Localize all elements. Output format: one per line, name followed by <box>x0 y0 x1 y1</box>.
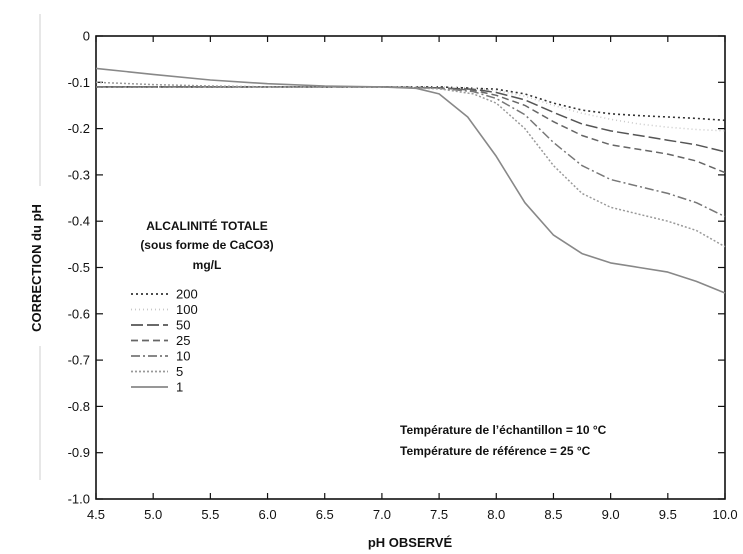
x-tick-label-6: 7.5 <box>430 507 448 522</box>
x-tick-label-4: 6.5 <box>316 507 334 522</box>
x-tick-label-5: 7.0 <box>373 507 391 522</box>
series-line-10 <box>96 86 726 218</box>
y-tick-label-8: -0.8 <box>68 399 90 414</box>
x-tick-label-3: 6.0 <box>259 507 277 522</box>
y-tick-label-3: -0.3 <box>68 167 90 182</box>
legend-title-line-1: ALCALINITÉ TOTALE <box>146 218 268 233</box>
sample-temperature-note: Température de l’échantillon = 10 °C <box>400 423 607 437</box>
x-tick-label-2: 5.5 <box>201 507 219 522</box>
series-line-5 <box>95 81 726 248</box>
x-tick-label-11: 10.0 <box>712 507 737 522</box>
series-line-25 <box>96 86 726 174</box>
legend-label-100: 100 <box>176 302 198 317</box>
x-axis-ticks: 4.5 5.0 5.5 6.0 6.5 7.0 7.5 8.0 8.5 9.0 9.5 10.0 <box>87 36 738 522</box>
legend-title-line-3: mg/L <box>193 258 222 272</box>
x-tick-label-0: 4.5 <box>87 507 105 522</box>
x-tick-label-9: 9.0 <box>602 507 620 522</box>
y-axis-label: CORRECTION du pH <box>29 204 44 332</box>
y-tick-label-9: -0.9 <box>68 445 90 460</box>
legend-label-1: 1 <box>176 380 183 395</box>
x-tick-label-1: 5.0 <box>144 507 162 522</box>
y-tick-label-0: 0 <box>83 29 90 44</box>
y-tick-label-5: -0.5 <box>68 260 90 275</box>
series-line-200 <box>96 86 726 122</box>
x-tick-label-7: 8.0 <box>487 507 505 522</box>
series-line-50 <box>96 86 726 153</box>
series-lines <box>95 67 726 294</box>
series-line-1 <box>95 67 726 294</box>
y-tick-label-4: -0.4 <box>68 214 90 229</box>
legend: ALCALINITÉ TOTALE (sous forme de CaCO3) … <box>131 218 274 395</box>
y-tick-label-10: -1.0 <box>68 492 90 507</box>
series-line-100 <box>96 86 726 132</box>
legend-label-10: 10 <box>176 349 190 364</box>
legend-title-line-2: (sous forme de CaCO3) <box>140 238 273 252</box>
x-axis-label: pH OBSERVÉ <box>368 535 453 550</box>
reference-temperature-note: Température de référence = 25 °C <box>400 444 591 458</box>
legend-label-25: 25 <box>176 333 190 348</box>
legend-label-50: 50 <box>176 318 190 333</box>
y-tick-label-7: -0.7 <box>68 353 90 368</box>
legend-label-200: 200 <box>176 287 198 302</box>
y-tick-label-2: -0.2 <box>68 121 90 136</box>
legend-label-5: 5 <box>176 364 183 379</box>
y-tick-label-1: -0.1 <box>68 75 90 90</box>
x-tick-label-8: 8.5 <box>544 507 562 522</box>
x-tick-label-10: 9.5 <box>659 507 677 522</box>
y-axis-ticks: 0 -0.1 -0.2 -0.3 -0.4 -0.5 -0.6 -0.7 -0.8 -0.9 -1.… <box>68 29 725 507</box>
y-tick-label-6: -0.6 <box>68 306 90 321</box>
chart-annotations: Température de l’échantillon = 10 °C Tem… <box>400 423 607 458</box>
